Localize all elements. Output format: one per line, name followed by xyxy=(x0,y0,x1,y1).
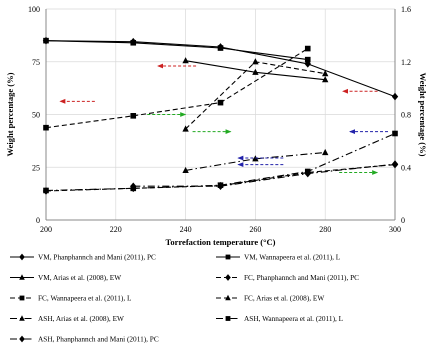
series-line xyxy=(133,163,396,187)
y-right-tick-label: 0 xyxy=(401,216,405,225)
legend-label: FC, Wannapeera et al. (2011), L xyxy=(38,294,132,303)
legend-label: ASH, Wannapeera et al. (2011), L xyxy=(244,314,344,323)
legend-label: ASH, Phanphannch and Mani (2011), PC xyxy=(38,335,159,344)
x-tick-label: 200 xyxy=(40,225,52,234)
data-point xyxy=(217,45,224,51)
legend-item: ASH, Wannapeera et al. (2011), L xyxy=(216,314,344,323)
series-vm-wannapeera-et-al-2011-l xyxy=(43,37,311,63)
legend-swatch-marker xyxy=(19,335,25,343)
data-point xyxy=(182,57,189,64)
legend-item: FC, Wannapeera et al. (2011), L xyxy=(10,294,132,303)
data-point xyxy=(217,182,224,191)
data-point xyxy=(43,124,49,131)
series-ash-phanphannch-and-mani-2011-pc xyxy=(130,160,399,191)
x-tick-label: 300 xyxy=(389,225,401,234)
legend-swatch-marker xyxy=(225,316,231,321)
series-line xyxy=(45,40,308,61)
y-left-tick-label: 0 xyxy=(36,216,40,225)
y-left-tick-label: 25 xyxy=(32,163,40,172)
legend-label: VM, Arias et al. (2008), EW xyxy=(38,273,121,282)
data-point xyxy=(391,92,399,101)
series-line xyxy=(185,151,326,171)
legend-label: ASH, Arias et al. (2008), EW xyxy=(38,314,124,323)
y-left-tick-label: 75 xyxy=(32,58,40,67)
y-right-tick-label: 1.6 xyxy=(401,5,411,14)
series-vm-arias-et-al-2008-ew xyxy=(182,57,329,83)
legend-swatch-marker xyxy=(19,274,25,280)
y-right-tick-label: 0.4 xyxy=(401,163,411,172)
data-point xyxy=(217,99,224,106)
data-point xyxy=(252,68,259,75)
x-tick-label: 220 xyxy=(110,225,122,234)
legend-item: ASH, Arias et al. (2008), EW xyxy=(10,314,124,323)
legend-label: VM, Wannapeera et al. (2011), L xyxy=(244,253,341,262)
y-left-tick-label: 50 xyxy=(32,111,40,120)
data-point xyxy=(322,70,329,77)
series-line xyxy=(45,48,309,129)
data-point xyxy=(304,45,311,52)
y-left-tick-label: 100 xyxy=(28,5,40,14)
data-point xyxy=(130,113,137,119)
y-right-axis-label: Weight percentage (%) xyxy=(418,73,426,157)
series-layer xyxy=(42,36,399,195)
x-tick-label: 260 xyxy=(249,225,261,234)
data-point xyxy=(252,58,259,65)
data-point xyxy=(304,56,311,63)
data-point xyxy=(392,130,398,137)
legend: VM, Phanphannch and Mani (2011), PC VM, W… xyxy=(10,253,359,344)
data-point xyxy=(130,39,137,46)
series-fc-arias-et-al-2008-ew xyxy=(182,58,329,132)
legend-swatch-marker xyxy=(19,253,25,261)
legend-item: VM, Arias et al. (2008), EW xyxy=(10,273,121,282)
legend-label: FC, Arias et al. (2008), EW xyxy=(244,294,324,303)
data-point xyxy=(43,187,49,194)
x-tick-label: 240 xyxy=(180,225,192,234)
y-left-axis-label: Weight percentage (%) xyxy=(5,72,15,156)
legend-item: FC, Phanphannch and Mani (2011), PC xyxy=(216,273,359,282)
legend-swatch-marker xyxy=(19,295,25,301)
data-point xyxy=(182,166,189,174)
y-right-tick-label: 1.2 xyxy=(401,58,411,67)
data-point xyxy=(322,76,329,83)
legend-swatch-marker xyxy=(225,274,231,281)
annotation-arrows xyxy=(59,63,389,175)
data-point xyxy=(304,169,311,178)
data-point xyxy=(322,148,329,156)
legend-item: VM, Phanphannch and Mani (2011), PC xyxy=(10,253,156,262)
legend-swatch-marker xyxy=(225,294,231,301)
legend-item: FC, Arias et al. (2008), EW xyxy=(216,294,324,303)
data-point xyxy=(43,37,49,44)
data-point xyxy=(130,182,137,191)
legend-item: ASH, Phanphannch and Mani (2011), PC xyxy=(10,335,159,344)
x-axis-label: Torrefaction temperature (°C) xyxy=(166,237,276,247)
y-right-tick-label: 0.8 xyxy=(401,111,411,120)
legend-swatch-marker xyxy=(225,254,231,260)
legend-label: VM, Phanphannch and Mani (2011), PC xyxy=(38,253,156,262)
data-point xyxy=(391,160,399,168)
legend-swatch-marker xyxy=(19,315,25,321)
series-fc-wannapeera-et-al-2011-l xyxy=(43,45,311,131)
x-tick-label: 280 xyxy=(319,225,331,234)
legend-label: FC, Phanphannch and Mani (2011), PC xyxy=(244,273,359,282)
legend-item: VM, Wannapeera et al. (2011), L xyxy=(216,253,341,262)
data-point xyxy=(182,125,189,132)
